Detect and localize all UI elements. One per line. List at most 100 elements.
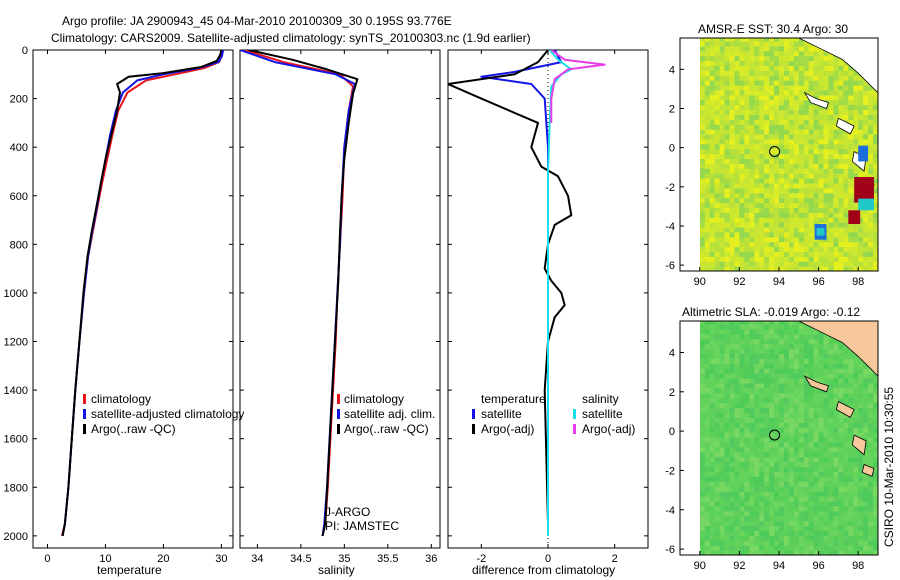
map-cell [744,143,750,150]
map-cell [759,212,765,218]
map-cell [808,212,815,218]
map-cell [774,451,780,458]
map-cell [828,65,834,71]
map-cell [818,94,825,101]
map-cell [848,133,854,140]
map-cell [700,99,706,106]
map-cell [704,441,711,448]
map-cell [813,481,820,487]
map-cell [744,382,750,389]
map-cell [764,89,770,96]
map-cell [719,353,726,359]
map-cell [779,471,785,477]
map-cell [858,168,864,174]
map-cell [700,197,706,204]
map-cell [724,338,730,345]
map-cell [714,202,721,208]
map-cell [779,432,785,438]
map-cell [714,338,721,345]
map-cell [779,530,785,536]
map-cell [754,363,760,369]
map-cell [793,222,800,228]
map-cell [863,476,869,482]
map-cell [848,353,854,359]
map-cell [774,402,780,409]
map-cell [739,417,745,423]
map-cell [739,491,745,497]
map-cell [709,343,716,350]
map-cell [714,256,721,262]
map-cell [868,427,874,433]
legend-swatch-climatology [83,394,86,404]
map-cell [868,256,874,262]
map-cell [724,378,730,384]
map-cell [828,535,834,541]
map-cell [709,153,716,159]
map-cell [828,109,834,115]
map-cell [724,168,730,174]
map-cell [818,202,825,208]
map-cell [769,321,775,325]
map-cell [848,363,854,369]
map-cell [788,163,795,169]
map-cell [709,231,716,238]
map-cell [858,505,864,512]
map-cell [769,441,775,448]
map-cell [779,540,785,546]
map-cell [808,158,815,164]
map-cell [700,207,706,213]
map-cell [744,338,750,345]
map-cell [798,525,805,531]
temperature-ytick-label: 2000 [4,531,28,543]
map-cell [724,432,730,438]
map-cell [793,207,800,213]
map-cell [798,476,805,482]
map-cell [764,138,770,145]
map-cell [853,510,859,517]
map-cell [813,256,820,262]
map-cell [769,75,775,81]
map-cell [788,153,795,159]
grp-sst-xtick-label: 96 [812,276,824,288]
map-cell [858,476,864,482]
map-cell [719,427,726,433]
map-cell [784,397,790,404]
map-cell [759,124,765,130]
map-cell [754,510,760,517]
map-cell [729,333,735,340]
map-cell [853,246,859,252]
map-cell [868,500,874,507]
map-cell [734,60,740,66]
legend-swatch-argo [83,424,86,434]
map-cell [793,505,800,512]
map-cell [793,168,800,174]
map-cell [754,441,760,448]
map-cell [754,348,760,354]
map-cell [823,256,829,262]
map-cell [788,321,795,325]
map-cell [863,119,869,125]
map-cell [704,358,711,364]
map-cell [700,407,706,413]
map-cell [739,70,745,76]
map-cell [709,353,716,359]
map-cell [774,520,780,527]
map-cell [714,133,721,140]
map-cell [813,114,820,120]
map-cell [853,251,859,257]
map-cell [818,178,825,184]
map-cell [803,187,810,194]
map-cell [754,60,760,66]
map-cell [793,481,800,487]
map-cell [838,173,844,179]
map-cell [843,138,849,145]
map-cell [714,368,721,374]
map-cell [714,486,721,492]
map-cell [719,456,726,463]
map-cell [719,387,726,394]
map-cell [868,446,874,453]
map-cell [739,338,745,345]
map-cell [779,491,785,497]
map-cell [838,550,844,555]
map-cell [848,471,854,477]
